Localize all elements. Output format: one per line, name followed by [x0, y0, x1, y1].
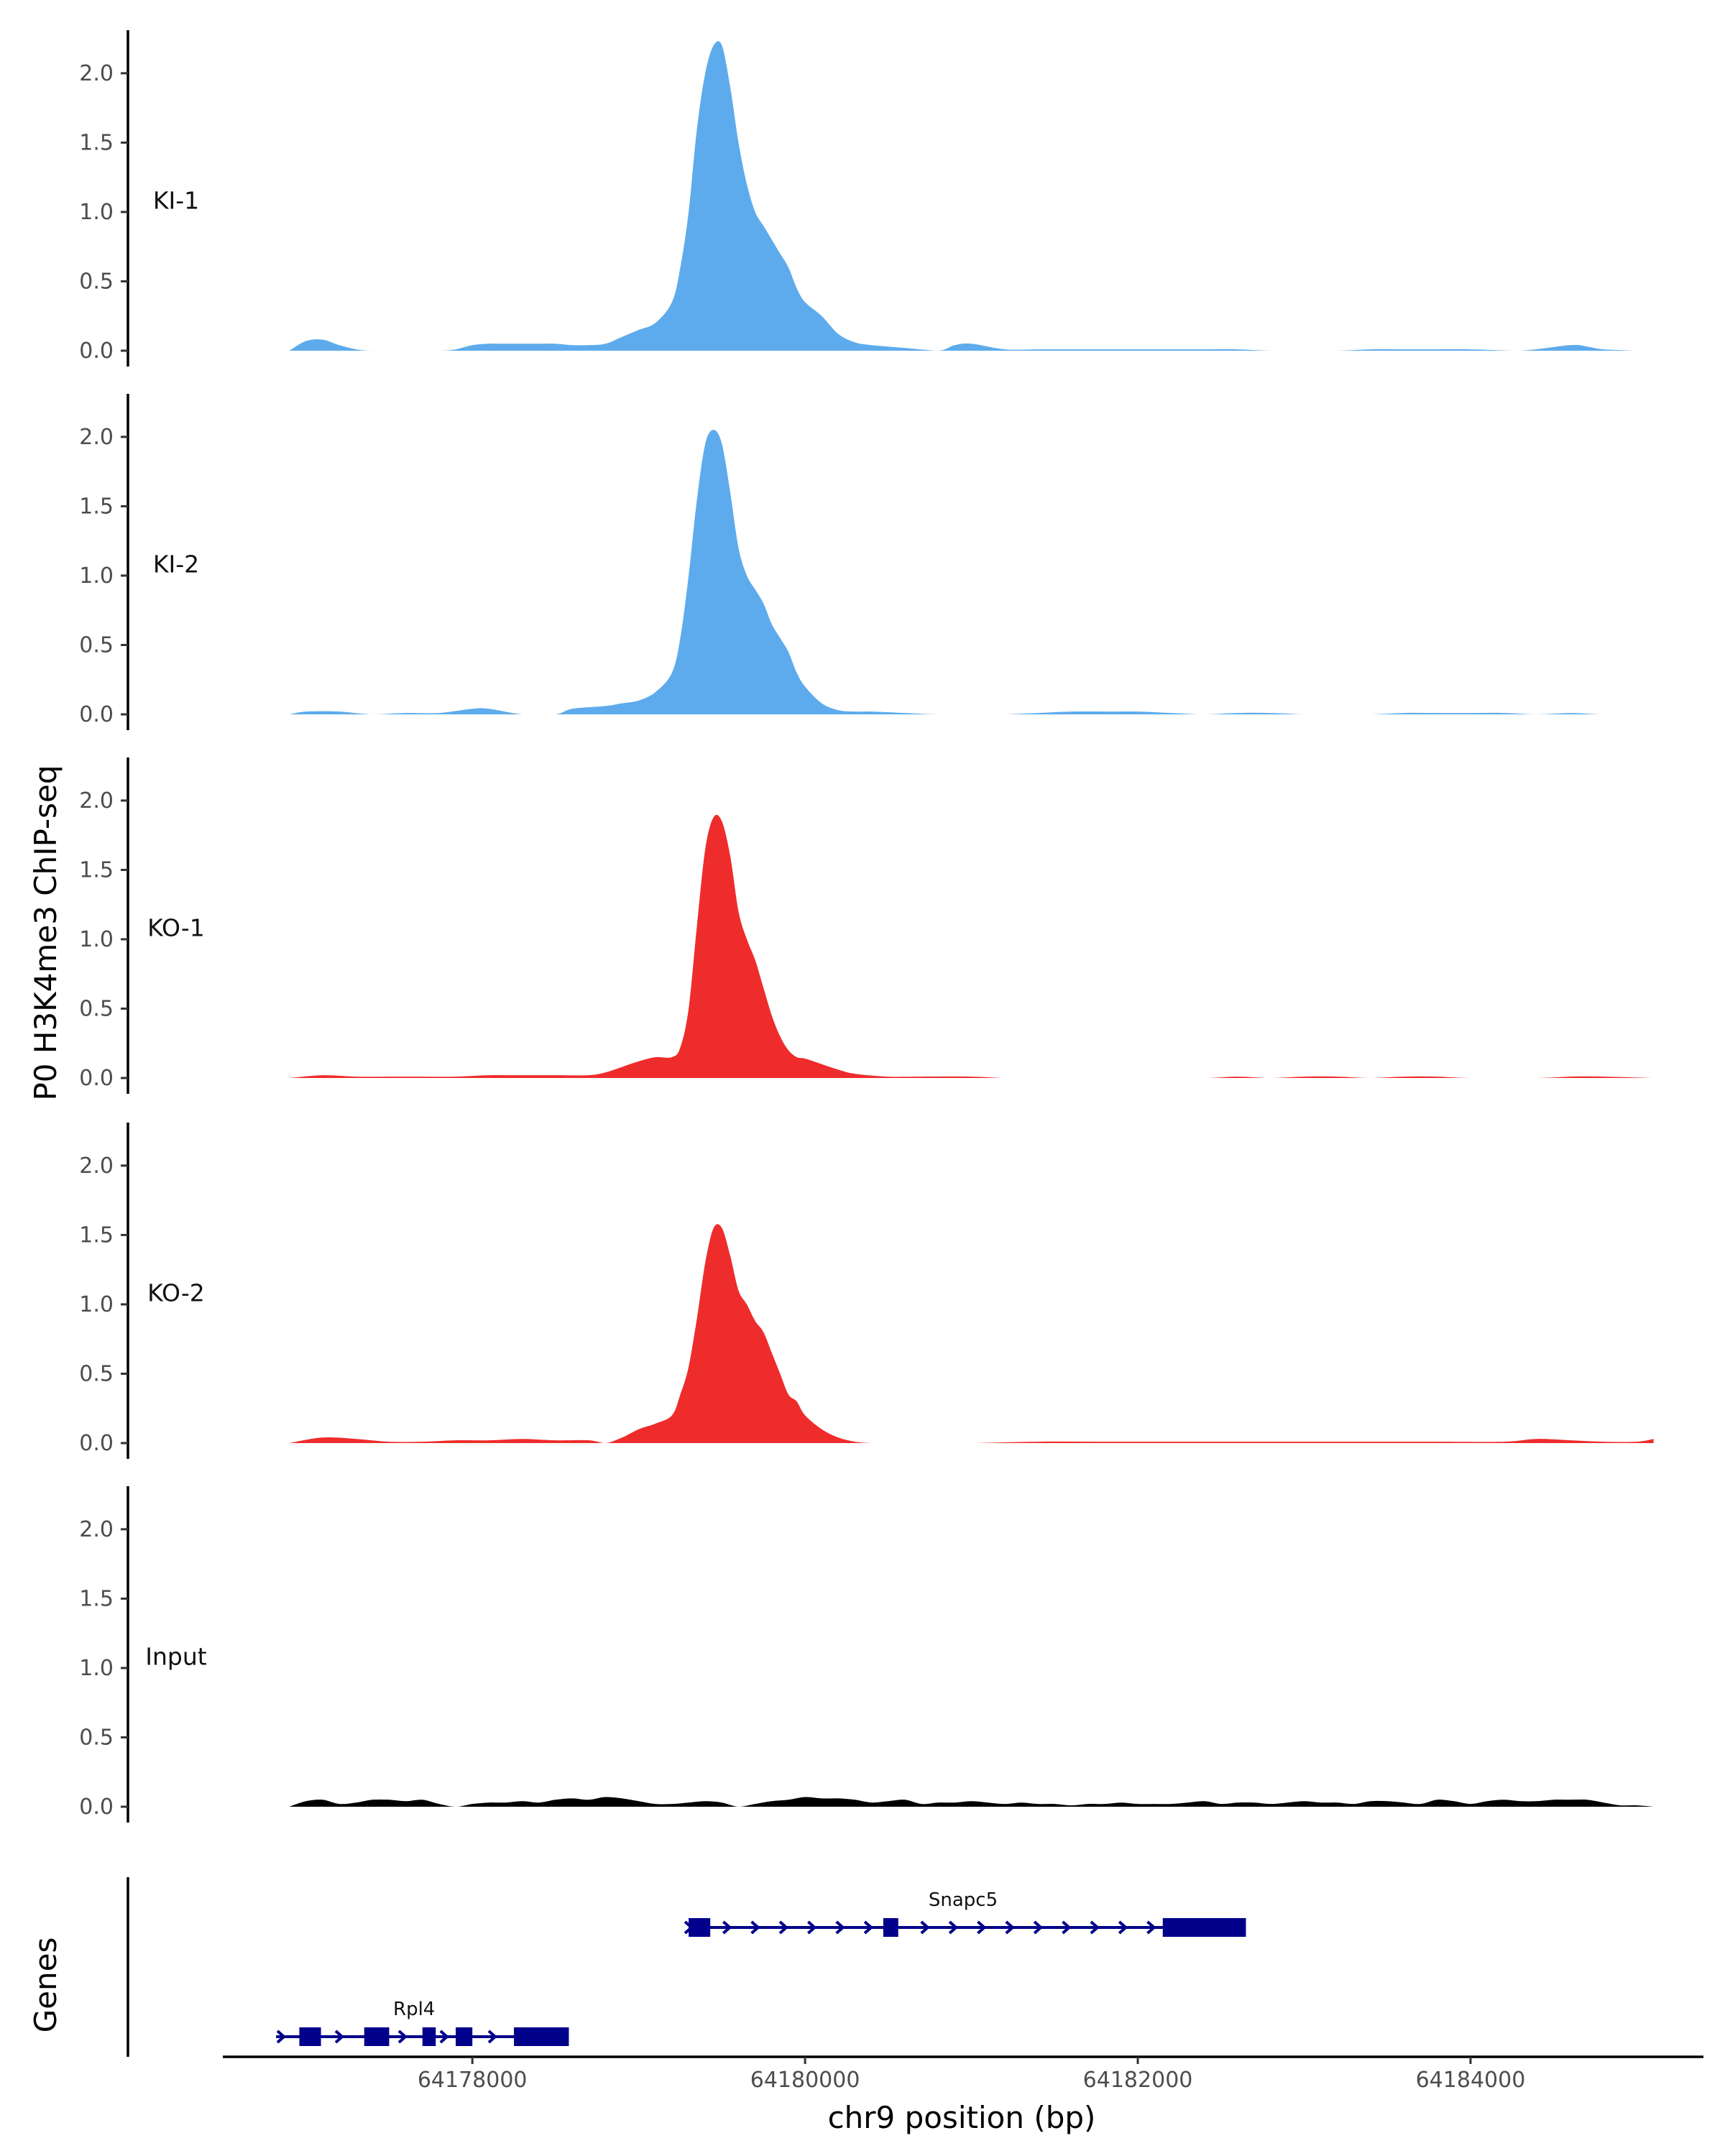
y-tick-label: 1.5 — [79, 1586, 114, 1611]
strand-arrow — [1005, 1920, 1015, 1935]
track-ko-2: 0.0 0.5 1.0 1.5 2.0 KO-2 — [79, 1123, 1654, 1459]
y-axis-title: P0 H3K4me3 ChIP-seq — [28, 765, 63, 1100]
strand-arrow — [334, 2030, 345, 2044]
strand-arrow — [439, 2030, 449, 2044]
strand-arrow — [977, 1920, 987, 1935]
track-label: KO-2 — [147, 1279, 205, 1307]
track-label: KO-1 — [147, 914, 205, 942]
strand-arrow — [807, 1920, 817, 1935]
x-tick-label: 64178000 — [418, 2068, 528, 2093]
genes-axis-title: Genes — [28, 1938, 63, 2033]
strand-arrow — [487, 2030, 497, 2044]
gene-rpl4: Rpl4 — [276, 1999, 569, 2046]
y-tick-label: 0.5 — [79, 996, 114, 1021]
y-tick-label: 1.5 — [79, 1222, 114, 1248]
gene-label: Rpl4 — [393, 1999, 435, 2020]
gene-exon — [364, 2027, 390, 2046]
track-input: 0.0 0.5 1.0 1.5 2.0 Input — [79, 1486, 1654, 1823]
track-ko-1: 0.0 0.5 1.0 1.5 2.0 KO-1 — [79, 757, 1654, 1094]
y-tick-label: 0.5 — [79, 269, 114, 294]
y-tick-label: 2.0 — [79, 61, 114, 86]
gene-exon — [422, 2027, 436, 2046]
y-tick-label: 1.0 — [79, 927, 114, 952]
gene-snapc5: Snapc5 — [684, 1889, 1246, 1937]
strand-arrow — [722, 1920, 732, 1935]
signal-area — [289, 814, 1654, 1078]
y-tick-label: 2.0 — [79, 1517, 114, 1542]
gene-exon — [456, 2027, 473, 2046]
track-ki-1: 0.0 0.5 1.0 1.5 2.0 KI-1 — [79, 30, 1637, 367]
gene-exon — [1162, 1918, 1246, 1937]
y-tick-label: 2.0 — [79, 425, 114, 450]
y-tick-label: 1.0 — [79, 563, 114, 589]
y-tick-label: 0.5 — [79, 1725, 114, 1750]
x-tick-label: 64182000 — [1083, 2068, 1193, 2093]
y-tick-label: 1.5 — [79, 130, 114, 155]
x-tick-label: 64180000 — [750, 2068, 860, 2093]
gene-exon — [514, 2027, 569, 2046]
signal-area — [289, 430, 1654, 714]
strand-arrow — [1146, 1920, 1156, 1935]
y-tick-label: 0.0 — [79, 1066, 114, 1091]
y-tick-label: 0.0 — [79, 338, 114, 364]
x-axis-title: chr9 position (bp) — [828, 2100, 1096, 2135]
strand-arrow — [1090, 1920, 1100, 1935]
strand-arrow — [397, 2030, 408, 2044]
tracks-layer: 0.00.51.01.52.0KI-10.00.51.01.52.0KI-20.… — [79, 30, 1654, 1823]
x-tick-label: 64184000 — [1416, 2068, 1526, 2093]
gene-exon — [299, 2027, 321, 2046]
y-tick-label: 0.0 — [79, 1795, 114, 1820]
track-label: KI-2 — [153, 550, 199, 579]
signal-area — [289, 1797, 1654, 1807]
y-tick-label: 0.5 — [79, 632, 114, 658]
y-tick-label: 0.5 — [79, 1361, 114, 1386]
y-tick-label: 1.0 — [79, 1292, 114, 1317]
strand-arrow — [778, 1920, 789, 1935]
strand-arrow — [835, 1920, 845, 1935]
y-tick-label: 2.0 — [79, 1153, 114, 1179]
track-ki-2: 0.0 0.5 1.0 1.5 2.0 KI-2 — [79, 394, 1654, 730]
genes-layer: Snapc5 Rpl4 — [126, 1877, 1246, 2057]
strand-arrow — [1118, 1920, 1128, 1935]
track-label: Input — [145, 1643, 207, 1671]
y-tick-label: 1.5 — [79, 857, 114, 883]
track-label: KI-1 — [153, 187, 199, 215]
gene-exon — [883, 1918, 898, 1937]
strand-arrow — [863, 1920, 874, 1935]
gene-exon — [689, 1918, 711, 1937]
y-tick-label: 1.5 — [79, 494, 114, 519]
y-tick-label: 1.0 — [79, 1656, 114, 1681]
y-tick-label: 1.0 — [79, 200, 114, 225]
strand-arrow — [920, 1920, 930, 1935]
x-axis: 64178000 64180000 64182000 64184000 — [223, 2055, 1703, 2093]
gene-label: Snapc5 — [929, 1889, 998, 1911]
strand-arrow — [1033, 1920, 1044, 1935]
y-tick-label: 0.0 — [79, 702, 114, 727]
signal-area — [289, 1224, 1654, 1443]
y-tick-label: 0.0 — [79, 1431, 114, 1456]
y-tick-label: 2.0 — [79, 788, 114, 814]
strand-arrow — [750, 1920, 760, 1935]
signal-area — [289, 41, 1637, 351]
strand-arrow — [1062, 1920, 1072, 1935]
strand-arrow — [948, 1920, 959, 1935]
strand-arrow — [276, 2030, 287, 2044]
